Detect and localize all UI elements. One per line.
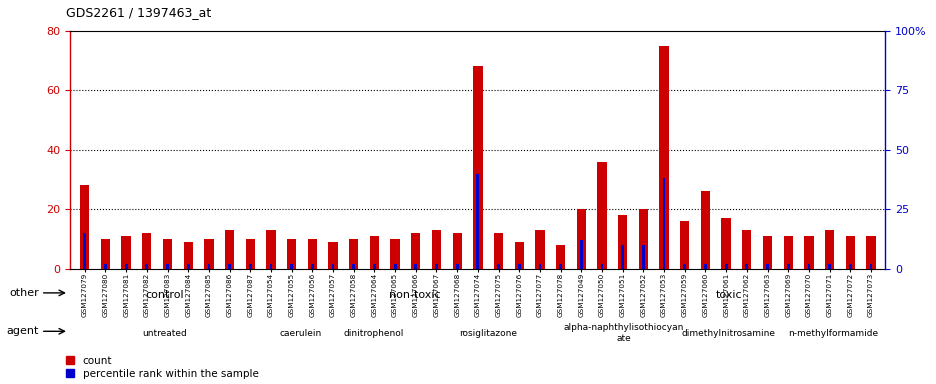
Bar — [682, 264, 685, 269]
Text: rosiglitazone: rosiglitazone — [459, 329, 517, 338]
Bar — [228, 264, 231, 269]
Bar — [700, 191, 709, 269]
Bar — [476, 174, 478, 269]
Bar — [721, 218, 730, 269]
Text: non-toxic: non-toxic — [389, 290, 441, 300]
Text: agent: agent — [7, 326, 38, 336]
Bar — [286, 239, 296, 269]
Bar — [249, 264, 252, 269]
Bar — [373, 264, 375, 269]
Bar — [434, 264, 437, 269]
Bar — [352, 264, 355, 269]
Bar — [555, 245, 564, 269]
Bar — [534, 230, 544, 269]
Bar — [431, 230, 441, 269]
Bar — [393, 264, 396, 269]
Bar — [122, 236, 131, 269]
Bar — [163, 239, 172, 269]
Bar — [145, 264, 148, 269]
Text: n-methylformamide: n-methylformamide — [787, 329, 877, 338]
Bar — [641, 245, 644, 269]
Bar — [311, 264, 314, 269]
Text: caerulein: caerulein — [279, 329, 321, 338]
Bar — [266, 230, 275, 269]
Text: GDS2261 / 1397463_at: GDS2261 / 1397463_at — [66, 6, 211, 19]
Bar — [493, 233, 503, 269]
Bar — [600, 264, 603, 269]
Bar — [452, 233, 461, 269]
Legend: count, percentile rank within the sample: count, percentile rank within the sample — [66, 356, 258, 379]
Bar — [207, 264, 210, 269]
Bar — [514, 242, 523, 269]
Bar — [559, 264, 562, 269]
Bar — [245, 239, 255, 269]
Bar — [166, 264, 168, 269]
Text: other: other — [8, 288, 38, 298]
Bar — [370, 236, 379, 269]
Bar — [866, 236, 875, 269]
Text: toxic: toxic — [714, 290, 741, 300]
Text: alpha-naphthylisothiocyan
ate: alpha-naphthylisothiocyan ate — [563, 323, 683, 343]
Bar — [455, 264, 458, 269]
Bar — [349, 239, 358, 269]
Bar — [869, 264, 871, 269]
Bar — [680, 221, 689, 269]
Bar — [414, 264, 417, 269]
Bar — [225, 230, 234, 269]
Bar — [518, 264, 520, 269]
Bar — [80, 185, 89, 269]
Bar — [473, 66, 482, 269]
Bar — [186, 264, 189, 269]
Bar — [703, 264, 706, 269]
Bar — [83, 233, 86, 269]
Bar — [762, 236, 771, 269]
Bar — [724, 264, 726, 269]
Bar — [142, 233, 152, 269]
Bar — [745, 264, 748, 269]
Bar — [390, 239, 400, 269]
Text: untreated: untreated — [142, 329, 186, 338]
Bar — [662, 178, 665, 269]
Bar — [827, 264, 830, 269]
Bar — [597, 162, 606, 269]
Bar — [782, 236, 792, 269]
Bar — [204, 239, 213, 269]
Text: control: control — [145, 290, 183, 300]
Bar — [104, 264, 107, 269]
Bar — [824, 230, 833, 269]
Bar — [576, 209, 585, 269]
Bar — [307, 239, 316, 269]
Bar — [618, 215, 627, 269]
Bar — [848, 264, 851, 269]
Bar — [659, 46, 668, 269]
Bar — [290, 264, 293, 269]
Bar — [766, 264, 768, 269]
Bar — [741, 230, 751, 269]
Bar — [101, 239, 110, 269]
Text: dinitrophenol: dinitrophenol — [343, 329, 403, 338]
Bar — [328, 242, 337, 269]
Bar — [786, 264, 789, 269]
Text: dimethylnitrosamine: dimethylnitrosamine — [681, 329, 775, 338]
Bar — [638, 209, 648, 269]
Bar — [538, 264, 541, 269]
Bar — [411, 233, 420, 269]
Bar — [124, 264, 127, 269]
Bar — [331, 264, 334, 269]
Bar — [579, 240, 582, 269]
Bar — [183, 242, 193, 269]
Bar — [844, 236, 854, 269]
Bar — [497, 264, 500, 269]
Bar — [621, 245, 623, 269]
Bar — [270, 264, 272, 269]
Bar — [803, 236, 812, 269]
Bar — [807, 264, 810, 269]
